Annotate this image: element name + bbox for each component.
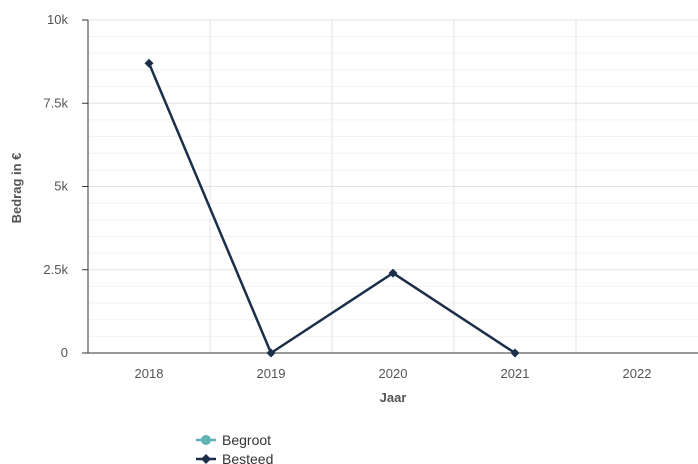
series-line	[147, 62, 516, 355]
legend-label: Besteed	[222, 451, 273, 464]
x-axis-title: Jaar	[380, 390, 407, 405]
y-axis-ticks: 0 2.5k 5k 7.5k 10k	[43, 12, 88, 360]
x-tick-label: 2018	[135, 366, 164, 381]
y-axis-title: Bedrag in €	[9, 153, 24, 224]
y-tick-label: 7.5k	[43, 95, 68, 110]
legend[interactable]: Begroot Besteed	[196, 432, 273, 464]
y-tick-label: 0	[61, 345, 68, 360]
legend-marker	[201, 454, 211, 464]
x-tick-label: 2020	[379, 366, 408, 381]
legend-item[interactable]: Begroot	[196, 432, 271, 448]
legend-label: Begroot	[222, 432, 271, 448]
minor-gridlines	[88, 36, 698, 337]
y-tick-label: 2.5k	[43, 262, 68, 277]
x-tick-label: 2022	[623, 366, 652, 381]
x-axis-ticks: 2018 2019 2020 2021 2022	[135, 366, 652, 381]
y-tick-label: 10k	[47, 12, 68, 27]
data-point[interactable]	[266, 348, 276, 358]
data-point[interactable]	[510, 348, 520, 358]
data-point[interactable]	[144, 58, 154, 68]
x-tick-label: 2021	[501, 366, 530, 381]
data-point[interactable]	[388, 268, 398, 278]
x-tick-label: 2019	[257, 366, 286, 381]
legend-marker	[201, 435, 211, 445]
y-tick-label: 5k	[54, 179, 68, 194]
legend-item[interactable]: Besteed	[196, 451, 273, 464]
series-layer	[144, 58, 520, 358]
